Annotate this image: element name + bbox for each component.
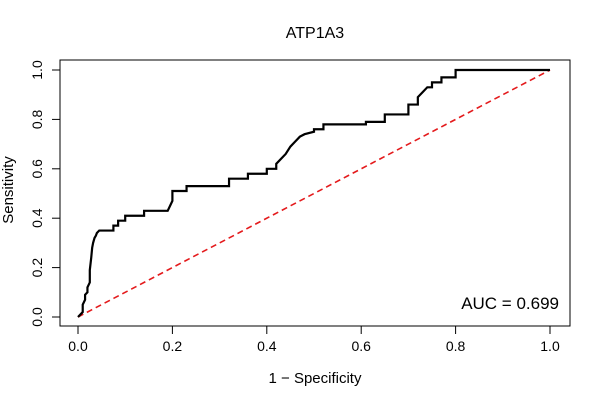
x-tick-label: 0.4 <box>257 338 277 354</box>
x-tick-label: 0.8 <box>446 338 466 354</box>
x-axis-ticks: 0.0 0.2 0.4 0.6 0.8 1.0 <box>68 326 560 354</box>
y-tick-label: 1.0 <box>29 60 45 80</box>
x-tick-label: 1.0 <box>540 338 560 354</box>
x-tick-label: 0.0 <box>68 338 88 354</box>
x-axis-label: 1 − Specificity <box>269 370 362 387</box>
series-layer <box>77 68 551 318</box>
y-tick-label: 0.8 <box>29 109 45 129</box>
y-tick-label: 0.0 <box>29 307 45 327</box>
y-axis-label: Sensitivity <box>0 156 17 224</box>
y-tick-label: 0.6 <box>29 159 45 179</box>
reference-diagonal-line <box>77 69 551 318</box>
y-tick-label: 0.4 <box>29 208 45 228</box>
y-tick-label: 0.2 <box>29 258 45 278</box>
chart-title: ATP1A3 <box>286 25 345 42</box>
roc-curve-line <box>77 68 550 318</box>
auc-label: AUC = 0.699 <box>461 294 559 313</box>
x-tick-label: 0.2 <box>163 338 183 354</box>
plot-frame <box>59 59 571 327</box>
x-tick-label: 0.6 <box>351 338 371 354</box>
y-axis-ticks: 0.0 0.2 0.4 0.6 0.8 1.0 <box>29 60 60 327</box>
